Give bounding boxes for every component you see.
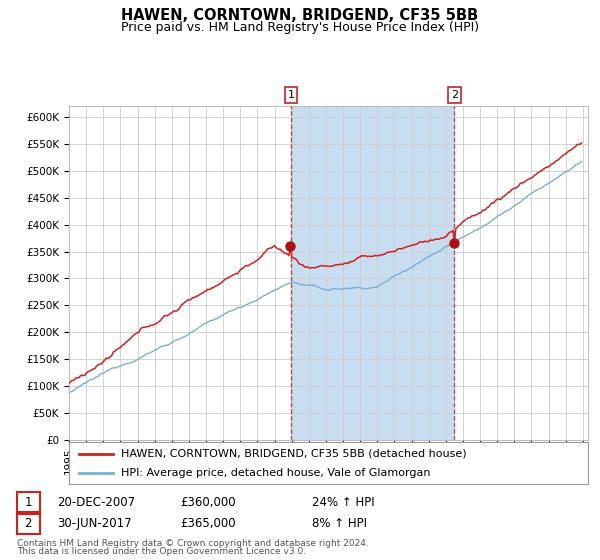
Text: HPI: Average price, detached house, Vale of Glamorgan: HPI: Average price, detached house, Vale… — [121, 468, 430, 478]
Text: HAWEN, CORNTOWN, BRIDGEND, CF35 5BB: HAWEN, CORNTOWN, BRIDGEND, CF35 5BB — [121, 8, 479, 24]
Text: £360,000: £360,000 — [180, 496, 236, 509]
Text: 2: 2 — [25, 517, 32, 530]
Text: 2: 2 — [451, 90, 458, 100]
Text: Price paid vs. HM Land Registry's House Price Index (HPI): Price paid vs. HM Land Registry's House … — [121, 21, 479, 34]
Text: 30-JUN-2017: 30-JUN-2017 — [57, 517, 131, 530]
Bar — [291, 106, 454, 440]
Text: 8% ↑ HPI: 8% ↑ HPI — [312, 517, 367, 530]
Text: 1: 1 — [287, 90, 295, 100]
Text: Contains HM Land Registry data © Crown copyright and database right 2024.: Contains HM Land Registry data © Crown c… — [17, 539, 368, 548]
Text: This data is licensed under the Open Government Licence v3.0.: This data is licensed under the Open Gov… — [17, 547, 306, 556]
Text: HAWEN, CORNTOWN, BRIDGEND, CF35 5BB (detached house): HAWEN, CORNTOWN, BRIDGEND, CF35 5BB (det… — [121, 449, 467, 459]
Text: 1: 1 — [25, 496, 32, 509]
Text: 24% ↑ HPI: 24% ↑ HPI — [312, 496, 374, 509]
Text: £365,000: £365,000 — [180, 517, 236, 530]
Text: 20-DEC-2007: 20-DEC-2007 — [57, 496, 135, 509]
